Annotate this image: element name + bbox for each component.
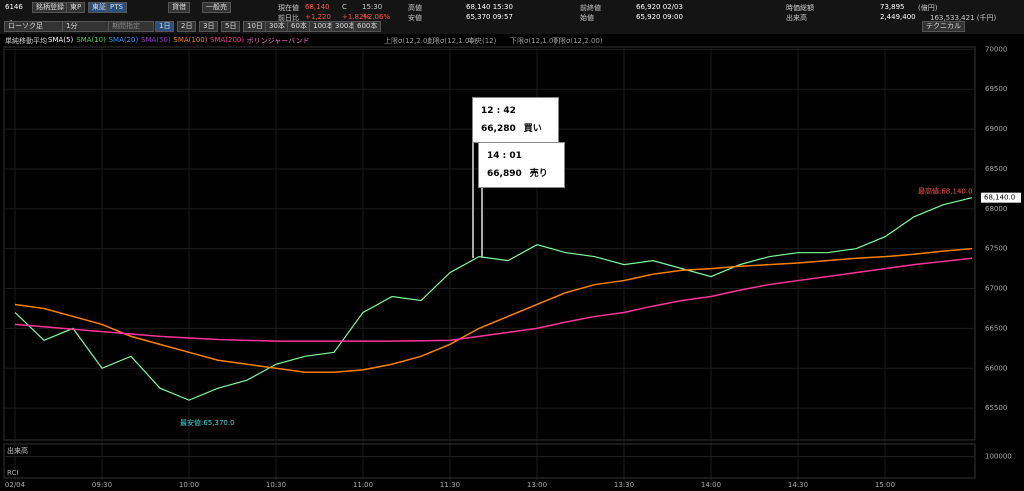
header-button[interactable]: 一般売 (202, 2, 231, 13)
current-price: 68,140.0 (984, 194, 1015, 202)
stat-value: 65,920 09:00 (636, 13, 683, 21)
legend-band: 下限σ(12,1.00) (510, 37, 561, 45)
quote-value: 68,140 (305, 3, 330, 11)
stat-value: 66,920 02/03 (636, 3, 683, 11)
volume-frame (3, 443, 976, 479)
annotation-time: 12 : 42 (481, 106, 516, 116)
stat-label: 出来高 (786, 14, 807, 22)
y-tick-label: 66000 (985, 364, 1007, 372)
quote-label: 現在値 (278, 4, 299, 12)
legend-title: 単純移動平均 (5, 37, 47, 45)
stat-unit: (億円) (918, 4, 938, 12)
period-button[interactable]: 10日 (243, 21, 267, 32)
annotation-trade: 66,280 買い (481, 120, 550, 138)
price-line (14, 247, 973, 373)
stat-value: 2,449,400 (880, 13, 916, 21)
legend-bollinger: ボリンジャーバンド (246, 37, 310, 45)
x-tick-label: 13:30 (614, 481, 634, 489)
stat-label: 安値 (408, 14, 422, 22)
annotation-side: 買い (523, 124, 542, 134)
x-tick-label: 15:00 (875, 481, 895, 489)
legend-band: 中央(12) (468, 37, 497, 45)
stat-label: 時価総額 (786, 4, 814, 12)
volume-tick-label: 100000 (985, 453, 1012, 461)
legend-item: SMA(10) (76, 36, 106, 44)
x-tick-label: 13:00 (527, 481, 547, 489)
chart-kind[interactable]: ローソク足 (4, 21, 64, 32)
period-button[interactable]: 5日 (221, 21, 241, 32)
annotation-side: 売り (529, 169, 548, 179)
volume-title: 出来高 (7, 446, 28, 455)
plot-frame (3, 46, 976, 441)
stat-value: 73,895 (880, 3, 905, 11)
quote-time: +2.06% (362, 13, 391, 21)
x-tick-label: 11:00 (353, 481, 373, 489)
low-label: 最安値:65,370.0 (180, 418, 235, 427)
period-button[interactable]: 3日 (199, 21, 219, 32)
quote-time: 15:30 (362, 3, 383, 11)
quote-value: +1,220 (305, 13, 331, 21)
x-tick-label: 11:30 (440, 481, 460, 489)
header-button[interactable]: 貸借 (168, 2, 190, 13)
header-button[interactable]: 東P (66, 2, 86, 13)
x-tick-label: 10:00 (179, 481, 199, 489)
period-button[interactable]: 1日 (155, 21, 175, 32)
stat-value: 65,370 09:57 (466, 13, 513, 21)
rci-label: RCI (7, 469, 18, 477)
stat-label: 前終値 (580, 4, 601, 12)
annotation-time: 14 : 01 (487, 151, 522, 161)
y-tick-label: 68000 (985, 205, 1007, 213)
high-label: 最高値:68,140.0 (918, 187, 973, 196)
stat-value: 68,140 15:30 (466, 3, 513, 11)
period-button[interactable]: 60本 (287, 21, 311, 32)
legend-band: 下限σ(12,2.00) (552, 37, 603, 45)
interval[interactable]: 1分 (62, 21, 110, 32)
header-button[interactable]: PTS (106, 2, 127, 13)
range-mode[interactable]: 期間指定 (108, 21, 154, 32)
quote-extra: +1.82% (342, 13, 371, 21)
price-line (14, 257, 973, 342)
y-tick-label: 69500 (985, 85, 1007, 93)
period-button[interactable]: 30本 (265, 21, 289, 32)
legend-item: SMA(200) (210, 36, 245, 44)
y-tick-label: 67000 (985, 285, 1007, 293)
x-tick-label: 10:30 (266, 481, 286, 489)
legend-item: SMA(100) (173, 36, 208, 44)
period-button[interactable]: 600本 (353, 21, 382, 32)
y-tick-label: 70000 (985, 45, 1007, 53)
legend-band: 上限σ(12,1.00) (426, 37, 477, 45)
annotation-trade: 66,890 売り (487, 165, 556, 183)
x-tick-label: 14:00 (701, 481, 721, 489)
y-tick-label: 69000 (985, 125, 1007, 133)
stat-label: 始値 (580, 14, 594, 22)
stat-unit: 163,533,421 (千円) (930, 14, 997, 22)
legend-item: SMA(5) (48, 36, 74, 44)
stat-label: 高値 (408, 4, 422, 12)
header-button[interactable]: 銘柄登録 (32, 2, 68, 13)
legend-item: SMA(50) (141, 36, 171, 44)
technical-button[interactable]: テクニカル (922, 21, 965, 32)
quote-label: 前日比 (278, 14, 299, 22)
y-tick-label: 66500 (985, 324, 1007, 332)
legend-item: SMA(20) (108, 36, 139, 44)
code: 6146 (5, 3, 23, 11)
x-tick-label: 09:30 (92, 481, 112, 489)
x-tick-label: 02/04 (5, 481, 26, 489)
y-tick-label: 68500 (985, 165, 1007, 173)
period-button[interactable]: 2日 (177, 21, 197, 32)
x-tick-label: 14:30 (788, 481, 808, 489)
current-tag (981, 192, 1021, 203)
quote-extra: C (342, 3, 347, 11)
y-tick-label: 65500 (985, 404, 1007, 412)
annotation-box: 12 : 42 66,280 買い (472, 97, 559, 143)
price-line (14, 197, 973, 401)
annotation-box: 14 : 01 66,890 売り (478, 142, 565, 188)
y-tick-label: 67500 (985, 245, 1007, 253)
legend-band: 上限σ(12,2.00) (384, 37, 435, 45)
annotation-price: 66,890 (487, 169, 522, 179)
annotation-price: 66,280 (481, 124, 516, 134)
